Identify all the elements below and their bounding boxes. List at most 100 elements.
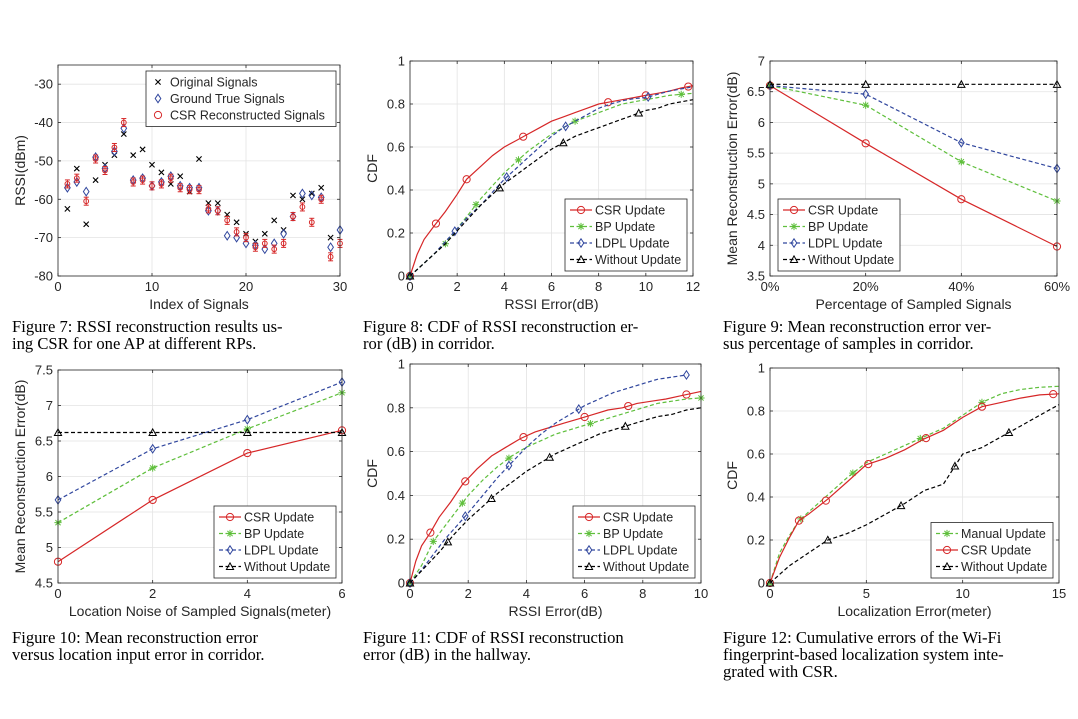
y-tick-label: -60 [34, 192, 53, 207]
x-tick-label: 4 [523, 586, 530, 601]
caption-line: ror (dB) in corridor. [363, 334, 495, 353]
y-tick-label: 0.6 [747, 447, 765, 462]
y-tick-label: 5 [46, 540, 53, 555]
legend-marker [225, 561, 235, 570]
y-tick-label: 6.5 [35, 434, 53, 449]
x-tick-label: 2 [465, 586, 472, 601]
data-point [461, 511, 469, 522]
y-tick-label: 1 [398, 357, 405, 372]
series-line [57, 429, 343, 563]
caption-line: Figure 11: CDF of RSSI reconstruction [363, 628, 624, 647]
data-point [73, 175, 80, 182]
legend-label: Without Update [244, 560, 330, 574]
caption-line: ing CSR for one AP at different RPs. [12, 334, 257, 353]
legend-marker [789, 254, 799, 263]
series-line [409, 397, 702, 584]
series-csr-reconstructed-signals [64, 118, 343, 262]
x-tick-label: 0 [766, 586, 773, 601]
data-point [1049, 390, 1058, 399]
data-point [120, 119, 127, 126]
data-point [158, 181, 165, 187]
y-axis-label: Mean Reconstruction Error(dB) [12, 380, 28, 574]
y-tick-label: 6 [46, 469, 53, 484]
x-tick-label: 0 [406, 586, 413, 601]
data-point [64, 205, 71, 212]
data-point [451, 226, 459, 237]
legend-label: LDPL Update [244, 544, 319, 558]
legend-label: BP Update [808, 220, 868, 234]
legend-marker [576, 205, 586, 215]
y-tick-label: 0.6 [387, 444, 405, 459]
data-point [242, 427, 252, 436]
legend-label: CSR Update [603, 511, 673, 525]
legend-marker [155, 79, 161, 85]
x-tick-label: 15 [1052, 586, 1066, 601]
x-axis-label: Location Noise of Sampled Signals(meter) [69, 603, 331, 619]
data-point [575, 404, 583, 415]
ticks: 0 5 10 15 0 0.2 0.4 0.6 0.8 1 [747, 361, 1066, 602]
y-tick-label: 0.2 [387, 532, 405, 547]
data-point [823, 535, 833, 544]
data-point [290, 192, 296, 199]
x-tick-label: 30 [333, 279, 347, 294]
data-point [862, 101, 870, 109]
x-tick-label: 5 [863, 586, 870, 601]
caption-line: Figure 12: Cumulative errors of the Wi-F… [723, 628, 1002, 647]
data-point [956, 79, 966, 88]
data-point [545, 452, 555, 461]
y-tick-label: 4.5 [35, 576, 53, 591]
data-point [298, 188, 306, 199]
data-point [130, 152, 137, 159]
caption-line: sus percentage of samples in corridor. [723, 334, 974, 353]
data-point [977, 402, 987, 411]
caption-line: Figure 10: Mean reconstruction error [12, 628, 259, 647]
series-line [57, 381, 343, 501]
data-point [308, 219, 315, 226]
x-tick-label: 6 [548, 279, 555, 294]
y-tick-label: -30 [34, 77, 53, 92]
x-tick-label: 0 [54, 279, 61, 294]
data-point [308, 190, 316, 201]
legend-marker [153, 110, 163, 120]
data-point [148, 495, 157, 505]
data-point [620, 421, 630, 430]
data-point [683, 369, 690, 381]
series-line [409, 374, 687, 584]
x-tick-label: 10 [955, 586, 969, 601]
x-axis-label: Percentage of Sampled Signals [815, 296, 1011, 312]
y-tick-label: 0.6 [387, 140, 405, 155]
data-point [111, 144, 118, 151]
data-point [916, 434, 924, 443]
figure-11-caption: Figure 11: CDF of RSSI reconstruction er… [363, 629, 706, 663]
legend-marker [584, 561, 594, 570]
data-point [318, 196, 325, 203]
data-point [92, 177, 99, 184]
y-tick-label: 1 [758, 361, 765, 376]
y-tick-label: 0.4 [747, 490, 765, 505]
axes-box [57, 64, 341, 277]
figure-10-chart: 0 2 4 6 4.5 5 5.5 6 6.5 7 7.5 Location Noise of Sam… [12, 363, 347, 619]
caption-line: versus location input error in corridor. [12, 645, 265, 664]
legend-label: LDPL Update [603, 544, 678, 558]
y-tick-label: -40 [34, 115, 53, 130]
data-point [233, 219, 240, 226]
data-point [514, 156, 523, 164]
series-line [409, 390, 702, 584]
data-point [864, 460, 873, 469]
legend-marker [225, 512, 235, 522]
legend-label: CSR Reconstructed Signals [170, 109, 325, 123]
data-point [458, 499, 466, 507]
x-tick-label: 6 [338, 586, 345, 601]
data-point [233, 228, 240, 235]
y-tick-label: 0.2 [747, 533, 765, 548]
y-tick-label: 0.2 [387, 226, 405, 241]
legend-marker [790, 237, 798, 249]
legend-label: LDPL Update [595, 237, 670, 251]
x-tick-label: 2 [454, 279, 461, 294]
y-tick-label: 0 [398, 576, 405, 591]
y-tick-label: 4 [758, 238, 765, 253]
data-point [271, 246, 278, 253]
data-point [586, 419, 595, 428]
data-point [92, 156, 99, 162]
x-tick-label: 6 [581, 586, 588, 601]
